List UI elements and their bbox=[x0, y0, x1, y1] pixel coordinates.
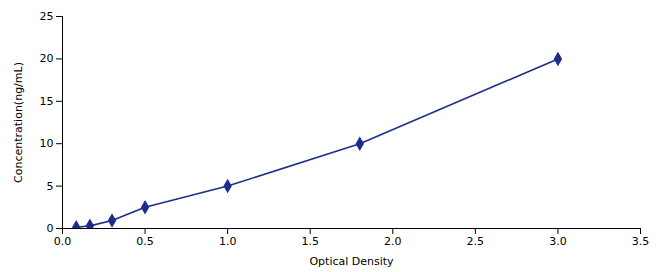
svg-text:1.0: 1.0 bbox=[219, 235, 237, 248]
svg-text:20: 20 bbox=[40, 52, 54, 65]
svg-text:5: 5 bbox=[47, 180, 54, 193]
svg-text:0.5: 0.5 bbox=[136, 235, 154, 248]
svg-text:0.0: 0.0 bbox=[54, 235, 72, 248]
svg-text:Optical Density: Optical Density bbox=[309, 255, 394, 268]
svg-text:1.5: 1.5 bbox=[301, 235, 319, 248]
svg-text:3.5: 3.5 bbox=[632, 235, 650, 248]
svg-text:2.5: 2.5 bbox=[467, 235, 485, 248]
svg-text:25: 25 bbox=[40, 10, 54, 23]
svg-text:0: 0 bbox=[47, 222, 54, 235]
svg-text:3.0: 3.0 bbox=[549, 235, 567, 248]
svg-text:Concentration(ng/mL): Concentration(ng/mL) bbox=[12, 62, 25, 183]
svg-text:10: 10 bbox=[40, 137, 54, 150]
svg-text:15: 15 bbox=[40, 95, 54, 108]
svg-text:2.0: 2.0 bbox=[384, 235, 402, 248]
